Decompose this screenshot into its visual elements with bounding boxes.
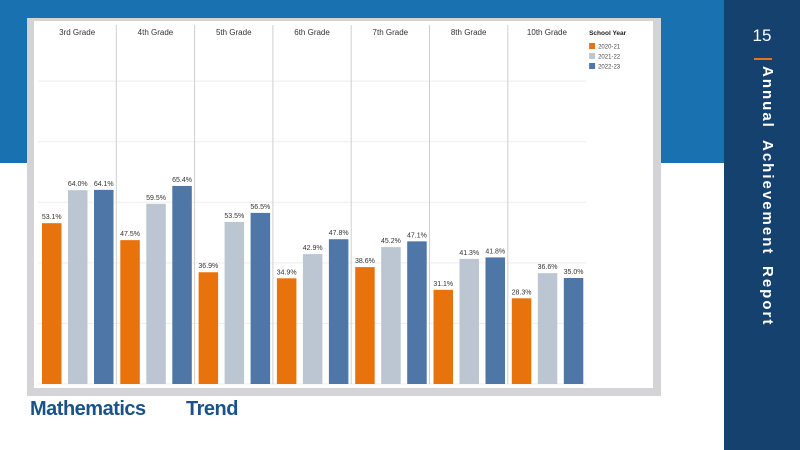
bar-2020-21: [355, 267, 375, 384]
vertical-title-word: Achievement: [759, 139, 776, 255]
bar-2020-21: [433, 289, 453, 384]
data-label: 65.4%: [172, 177, 192, 184]
data-label: 36.9%: [198, 263, 218, 270]
data-label: 34.9%: [277, 269, 297, 276]
category-label: 4th Grade: [138, 28, 174, 37]
data-label: 41.8%: [485, 248, 505, 255]
caption-trend: Trend: [186, 398, 238, 420]
vertical-title: Annual Achievement Report: [748, 66, 776, 326]
data-label: 35.0%: [564, 269, 584, 276]
data-label: 64.0%: [68, 181, 88, 188]
data-label: 47.5%: [120, 231, 140, 238]
data-label: 64.1%: [94, 181, 114, 188]
bar-2021-22: [68, 190, 88, 384]
data-label: 56.5%: [250, 204, 270, 211]
legend-title: School Year: [589, 30, 627, 37]
legend-label: 2022-23: [598, 65, 621, 71]
legend-swatch: [589, 43, 596, 49]
data-label: 41.3%: [459, 250, 479, 257]
data-label: 38.6%: [355, 258, 375, 265]
sidebar: 15 Annual Achievement Report: [724, 0, 800, 450]
bar-2020-21: [120, 240, 140, 384]
bar-2020-21: [198, 272, 219, 384]
category-label: 8th Grade: [451, 28, 487, 37]
data-label: 36.6%: [538, 264, 558, 271]
bar-chart: 3rd Grade 4th Grade 5th Grade 6th Grade 7th …: [38, 25, 627, 385]
accent-rule: [754, 58, 772, 60]
bar-2022-23: [563, 278, 584, 384]
legend-swatch: [589, 53, 596, 59]
bar-2022-23: [172, 185, 192, 384]
data-label: 53.1%: [42, 214, 62, 221]
category-label: 7th Grade: [373, 28, 409, 37]
legend-label: 2021-22: [598, 55, 621, 61]
legend-label: 2020-21: [598, 45, 621, 51]
data-label: 47.8%: [329, 230, 349, 237]
bar-2022-23: [94, 189, 114, 384]
bar-2022-23: [328, 239, 349, 384]
data-label: 59.5%: [146, 195, 166, 202]
data-label: 45.2%: [381, 238, 401, 245]
bar-2022-23: [407, 241, 427, 384]
bar-2022-23: [250, 212, 271, 384]
chart-panel: 3rd Grade 4th Grade 5th Grade 6th Grade 7th …: [34, 21, 653, 388]
bar-2021-22: [537, 273, 558, 384]
caption-subject: Mathematics: [30, 398, 146, 420]
page-number: 15: [752, 26, 772, 45]
bar-2021-22: [302, 254, 323, 384]
bar-2020-21: [276, 278, 297, 384]
legend-swatch: [589, 63, 596, 69]
category-label: 5th Grade: [216, 28, 252, 37]
bar-2020-21: [511, 298, 532, 384]
category-label: 10th Grade: [527, 28, 568, 37]
bar-2021-22: [146, 203, 166, 384]
bar-2021-22: [381, 247, 401, 384]
data-label: 53.5%: [224, 213, 244, 220]
data-label: 28.3%: [512, 289, 532, 296]
bar-2021-22: [459, 258, 479, 384]
bar-2021-22: [224, 221, 245, 384]
category-label: 3rd Grade: [59, 28, 96, 37]
vertical-title-word: Annual: [759, 66, 776, 129]
bar-2022-23: [485, 257, 505, 384]
category-label: 6th Grade: [294, 28, 330, 37]
data-label: 42.9%: [303, 245, 323, 252]
bar-2020-21: [42, 223, 62, 384]
data-label: 47.1%: [407, 232, 427, 239]
data-label: 31.1%: [433, 281, 453, 288]
vertical-title-word: Report: [759, 265, 776, 326]
